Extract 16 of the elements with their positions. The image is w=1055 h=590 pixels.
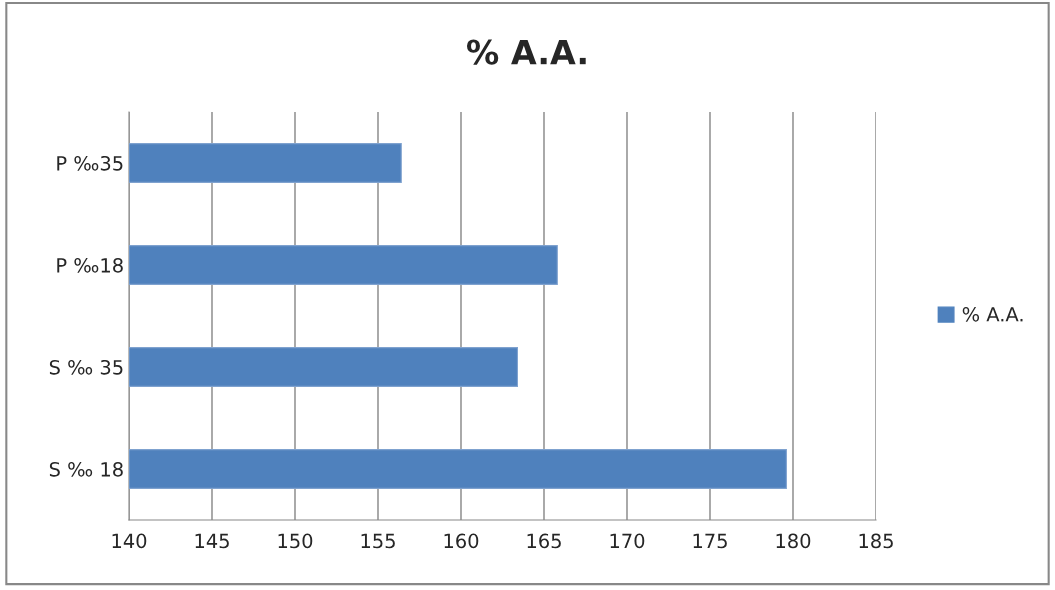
x-tick-label: 145 xyxy=(195,533,229,549)
y-tick-label: S ‰ 18 xyxy=(49,461,123,477)
x-tick-label: 180 xyxy=(776,533,811,549)
x-tick-label: 165 xyxy=(527,533,561,549)
x-tick-label: 150 xyxy=(278,533,313,549)
x-tick-label: 170 xyxy=(610,533,645,549)
x-tick-label: 140 xyxy=(112,533,147,549)
chart-title: % A.A. xyxy=(466,39,586,65)
x-tick-label: 185 xyxy=(859,533,893,549)
x-tick-label: 175 xyxy=(693,533,727,549)
legend-label: % A.A. xyxy=(962,306,1023,322)
y-tick-label: P ‰35 xyxy=(57,155,123,171)
y-tick-label: S ‰ 35 xyxy=(49,359,123,375)
x-tick-label: 155 xyxy=(361,533,395,549)
x-tick-label: 160 xyxy=(444,533,479,549)
y-tick-label: P ‰18 xyxy=(57,257,123,273)
